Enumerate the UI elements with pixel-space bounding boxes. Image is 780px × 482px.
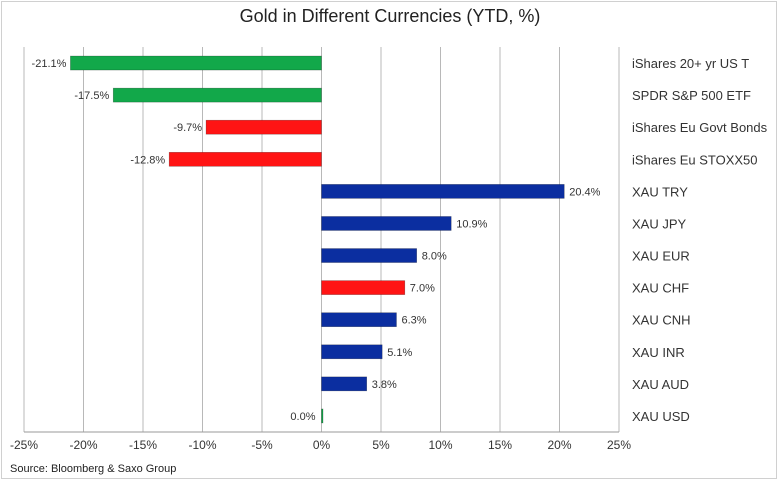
bar (321, 248, 417, 263)
data-label: 7.0% (410, 283, 435, 295)
bar (321, 312, 397, 328)
data-label: 6.3% (401, 315, 426, 327)
category-label: XAU CHF (632, 281, 689, 296)
data-label: -12.8% (130, 154, 165, 166)
bar (321, 376, 368, 392)
data-label: 0.0% (290, 411, 315, 423)
x-tick-label: -15% (129, 438, 157, 452)
x-tick-label: -25% (10, 438, 38, 452)
x-tick-label: 5% (372, 438, 390, 452)
data-label: 10.9% (456, 218, 487, 230)
bar (321, 344, 383, 360)
bar (205, 119, 322, 135)
x-tick-label: -5% (251, 438, 273, 452)
x-tick-label: 10% (428, 438, 452, 452)
data-label: 20.4% (569, 186, 600, 198)
category-label: XAU INR (632, 345, 685, 360)
category-label: iShares Eu STOXX50 (632, 152, 758, 167)
data-label: 5.1% (387, 347, 412, 359)
category-label: XAU AUD (632, 377, 689, 392)
bar (321, 184, 565, 199)
data-label: -9.7% (173, 122, 202, 134)
category-label: SPDR S&P 500 ETF (632, 88, 751, 103)
category-label: iShares 20+ yr US T (632, 56, 749, 71)
bar (70, 55, 322, 71)
bar (321, 408, 324, 424)
category-label: iShares Eu Govt Bonds (632, 120, 768, 135)
source-note: Source: Bloomberg & Saxo Group (10, 463, 177, 475)
x-tick-label: 0% (313, 438, 331, 452)
x-tick-label: 20% (547, 438, 571, 452)
bar (321, 280, 406, 295)
x-tick-label: 15% (488, 438, 512, 452)
category-label: XAU EUR (632, 249, 690, 264)
bar (112, 87, 322, 103)
data-label: -17.5% (74, 90, 109, 102)
x-tick-label: -10% (188, 438, 216, 452)
category-label: XAU JPY (632, 216, 687, 231)
category-label: XAU CNH (632, 313, 691, 328)
x-tick-label: 25% (607, 438, 631, 452)
data-label: -21.1% (32, 58, 67, 70)
category-label: XAU TRY (632, 184, 688, 199)
data-label: 3.8% (372, 379, 397, 391)
x-tick-label: -20% (69, 438, 97, 452)
data-label: 8.0% (422, 251, 447, 263)
bar (321, 216, 452, 231)
category-label: XAU USD (632, 409, 690, 424)
bar (168, 151, 322, 167)
chart-title: Gold in Different Currencies (YTD, %) (239, 6, 541, 26)
